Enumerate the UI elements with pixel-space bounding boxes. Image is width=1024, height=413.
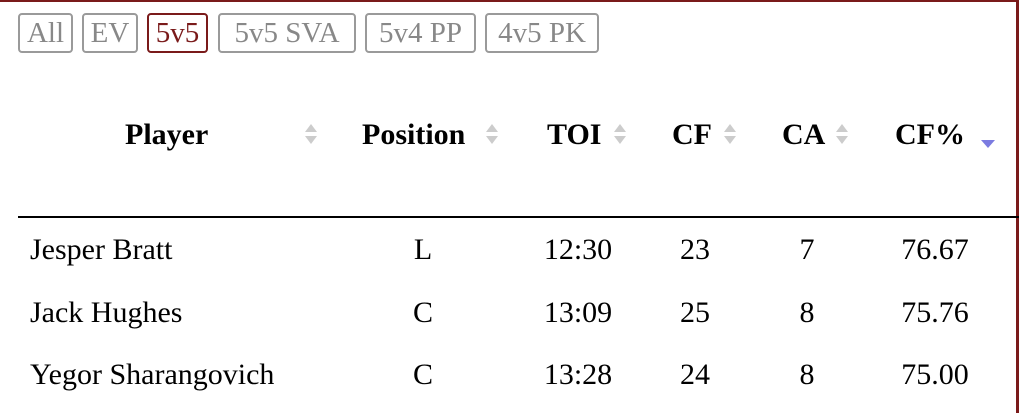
header-label: Position [362, 118, 466, 151]
table-cell: 24 [680, 358, 710, 391]
sort-icon [981, 140, 995, 148]
filter-tab[interactable]: 5v5 SVA [218, 13, 356, 53]
column-header[interactable]: CA [782, 112, 854, 158]
table-cell: Yegor Sharangovich [30, 358, 275, 391]
filter-tab[interactable]: EV [82, 13, 138, 53]
table-cell: 8 [799, 296, 815, 329]
table-cell: 13:28 [543, 358, 613, 391]
table-cell: Jesper Bratt [30, 233, 173, 266]
filter-tab[interactable]: All [18, 13, 73, 53]
table-cell: 7 [799, 233, 815, 266]
table-cell: C [412, 296, 433, 329]
table-cell: 23 [680, 233, 710, 266]
column-header[interactable]: CF [672, 112, 742, 158]
sort-icon [724, 124, 736, 144]
sort-icon [614, 124, 626, 144]
table-cell: 13:09 [543, 296, 613, 329]
header-label: CA [782, 118, 826, 151]
sort-icon [305, 124, 317, 144]
column-header[interactable]: CF% [895, 112, 1000, 158]
sort-icon [486, 124, 498, 144]
filter-tab[interactable]: 5v4 PP [365, 13, 476, 53]
table-cell: 12:30 [543, 233, 613, 266]
table-cell: Jack Hughes [30, 296, 183, 329]
header-label: CF [672, 118, 712, 151]
header-label: TOI [547, 118, 602, 151]
table-cell: L [413, 233, 433, 266]
table-cell: 8 [799, 358, 815, 391]
header-rule [18, 216, 1019, 218]
header-label: CF% [895, 118, 965, 151]
table-cell: 76.67 [901, 233, 969, 266]
filter-tab[interactable]: 4v5 PK [485, 13, 599, 53]
table-cell: 25 [680, 296, 710, 329]
table-cell: 75.00 [901, 358, 969, 391]
table-cell: 75.76 [901, 296, 969, 329]
header-label: Player [125, 118, 209, 151]
table-cell: C [412, 358, 433, 391]
sort-icon [836, 124, 848, 144]
column-header[interactable]: TOI [547, 112, 632, 158]
column-header[interactable]: Player [125, 112, 323, 158]
column-header[interactable]: Position [362, 112, 504, 158]
filter-tab[interactable]: 5v5 [147, 13, 208, 53]
